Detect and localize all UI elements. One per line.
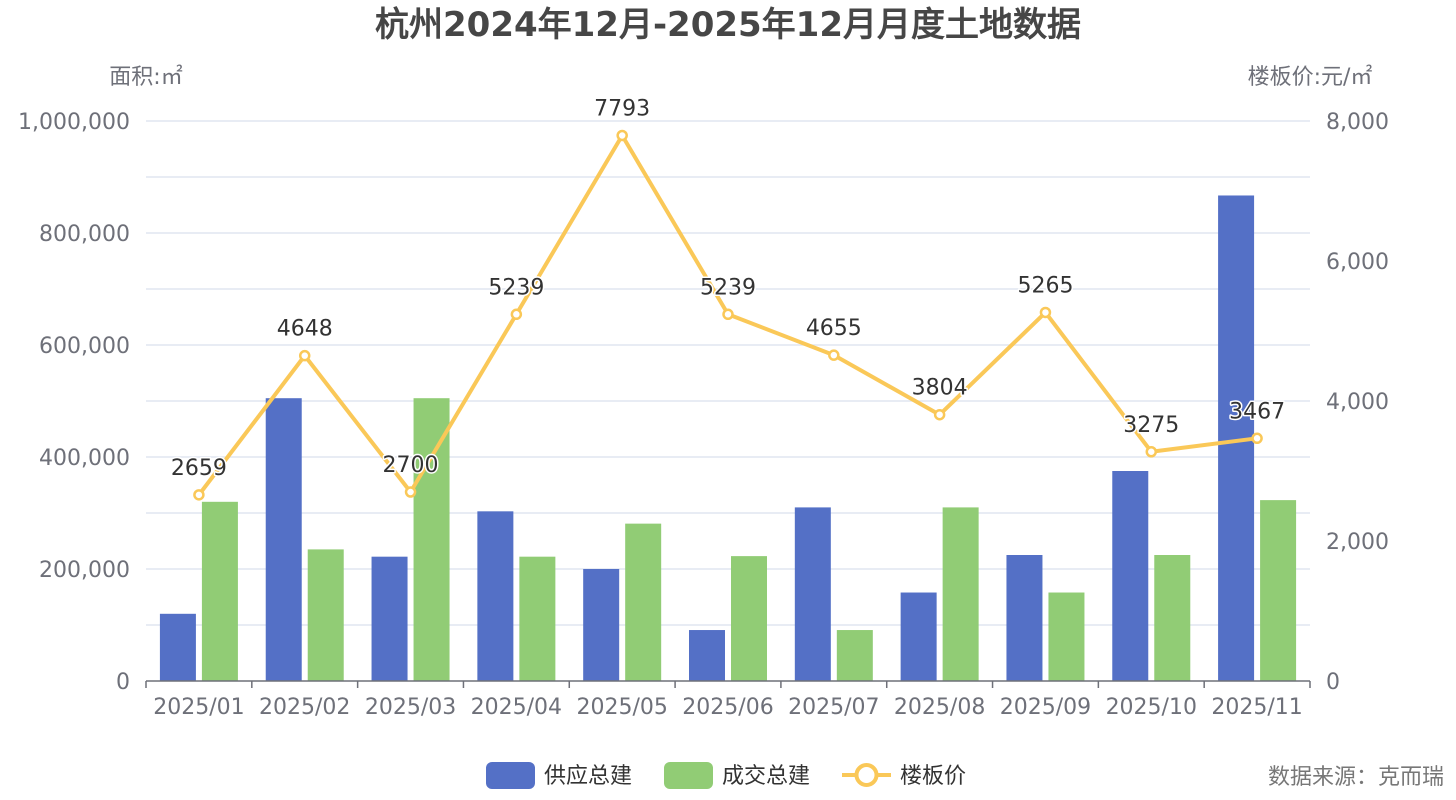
right-tick-label: 2,000 xyxy=(1326,530,1389,555)
legend-label: 楼板价 xyxy=(900,764,966,789)
price-point-2025/10[interactable] xyxy=(1145,446,1158,458)
legend-swatch xyxy=(486,762,535,789)
bar-supply-2025/09[interactable] xyxy=(1006,555,1043,681)
bar-deal-2025/06[interactable] xyxy=(731,556,767,681)
price-point-2025/07[interactable] xyxy=(828,349,840,361)
price-label: 4655 xyxy=(806,316,862,341)
price-point-2025/09[interactable] xyxy=(1039,306,1052,319)
left-axis-ticks: 0 200,000 400,000 600,000 800,000 1,000,000 xyxy=(18,110,130,695)
price-label: 5239 xyxy=(700,275,756,300)
bar-deal-2025/01[interactable] xyxy=(201,501,238,681)
right-axis-ticks: 0 2,000 4,000 6,000 8,000 xyxy=(1326,110,1389,695)
chart-title: 杭州2024年12月-2025年12月月度土地数据 xyxy=(375,5,1081,45)
x-tick-label: 2025/02 xyxy=(259,695,350,720)
bar-supply-2025/04[interactable] xyxy=(477,511,514,681)
price-label: 3467 xyxy=(1229,399,1285,424)
x-tick-label: 2025/03 xyxy=(365,695,456,720)
left-tick-label: 200,000 xyxy=(39,558,130,583)
price-label: 7793 xyxy=(594,96,650,121)
legend[interactable]: 供应总建 成交总建 楼板价 xyxy=(486,762,966,789)
bar-supply-2025/05[interactable] xyxy=(583,569,620,681)
x-tick-label: 2025/01 xyxy=(153,695,244,720)
price-label: 5239 xyxy=(488,275,544,300)
right-tick-label: 6,000 xyxy=(1326,250,1389,275)
price-point-2025/11[interactable] xyxy=(1251,432,1263,445)
x-tick-label: 2025/11 xyxy=(1211,695,1302,720)
x-axis: 2025/01 2025/02 2025/03 2025/04 2025/05 2025/… xyxy=(145,680,1311,720)
right-axis-name: 楼板价:元/㎡ xyxy=(1248,64,1373,90)
left-tick-label: 600,000 xyxy=(39,334,130,359)
bar-deal-2025/08[interactable] xyxy=(942,507,979,681)
legend-item-2[interactable]: 楼板价 xyxy=(842,763,966,789)
x-tick-label: 2025/07 xyxy=(788,695,879,720)
bar-deal-2025/10[interactable] xyxy=(1154,555,1191,681)
price-point-2025/01[interactable] xyxy=(193,489,205,501)
x-tick-label: 2025/09 xyxy=(1000,695,1091,720)
price-point-2025/04[interactable] xyxy=(510,308,523,321)
bar-supply-2025/01[interactable] xyxy=(159,613,196,681)
bar-deal-2025/02[interactable] xyxy=(307,549,344,681)
bar-supply-2025/03[interactable] xyxy=(371,556,408,681)
bar-deal-2025/05[interactable] xyxy=(625,523,662,681)
legend-item-0[interactable]: 供应总建 xyxy=(486,762,632,789)
x-tick-label: 2025/06 xyxy=(682,695,773,720)
left-tick-label: 1,000,000 xyxy=(18,110,130,135)
x-tick-label: 2025/04 xyxy=(471,695,562,720)
price-labels: 2659 4648 2700 5239 7793 5239 4655 3804 5265 3275… xyxy=(169,95,1286,482)
right-tick-label: 8,000 xyxy=(1326,110,1389,135)
x-tick-label: 2025/08 xyxy=(894,695,985,720)
bar-supply-2025/08[interactable] xyxy=(900,592,937,681)
price-point-2025/05[interactable] xyxy=(616,129,628,142)
right-tick-label: 4,000 xyxy=(1326,390,1389,415)
x-tick-label: 2025/05 xyxy=(576,695,667,720)
bar-deal-2025/11[interactable] xyxy=(1260,500,1297,681)
price-label: 5265 xyxy=(1017,273,1073,298)
right-tick-label: 0 xyxy=(1326,670,1340,695)
x-tick-label: 2025/10 xyxy=(1106,695,1197,720)
bar-supply-2025/06[interactable] xyxy=(689,630,725,681)
price-point-2025/06[interactable] xyxy=(722,308,734,321)
data-source: 数据来源：克而瑞 xyxy=(1268,765,1444,790)
bars xyxy=(159,195,1297,682)
legend-circle-icon xyxy=(854,763,879,787)
bar-supply-2025/02[interactable] xyxy=(265,398,302,681)
price-label: 2659 xyxy=(171,456,227,481)
bar-supply-2025/07[interactable] xyxy=(794,507,831,681)
bar-deal-2025/03[interactable] xyxy=(413,398,450,681)
left-axis-name: 面积:㎡ xyxy=(109,64,182,90)
price-line xyxy=(193,129,1263,501)
bar-supply-2025/10[interactable] xyxy=(1112,471,1149,681)
price-label: 2700 xyxy=(383,453,439,478)
price-point-2025/03[interactable] xyxy=(404,486,417,498)
bar-deal-2025/09[interactable] xyxy=(1048,592,1085,681)
price-point-2025/02[interactable] xyxy=(298,349,311,362)
legend-label: 成交总建 xyxy=(722,764,810,789)
legend-label: 供应总建 xyxy=(544,764,632,789)
bar-deal-2025/04[interactable] xyxy=(519,556,556,681)
left-tick-label: 400,000 xyxy=(39,446,130,471)
left-tick-label: 800,000 xyxy=(39,222,130,247)
price-label: 4648 xyxy=(277,317,333,342)
price-label: 3275 xyxy=(1123,413,1179,438)
left-tick-label: 0 xyxy=(116,670,130,695)
price-point-2025/08[interactable] xyxy=(933,408,946,421)
bar-deal-2025/07[interactable] xyxy=(836,630,873,681)
legend-item-1[interactable]: 成交总建 xyxy=(664,762,810,789)
legend-swatch xyxy=(664,762,713,789)
price-label: 3804 xyxy=(912,376,968,401)
